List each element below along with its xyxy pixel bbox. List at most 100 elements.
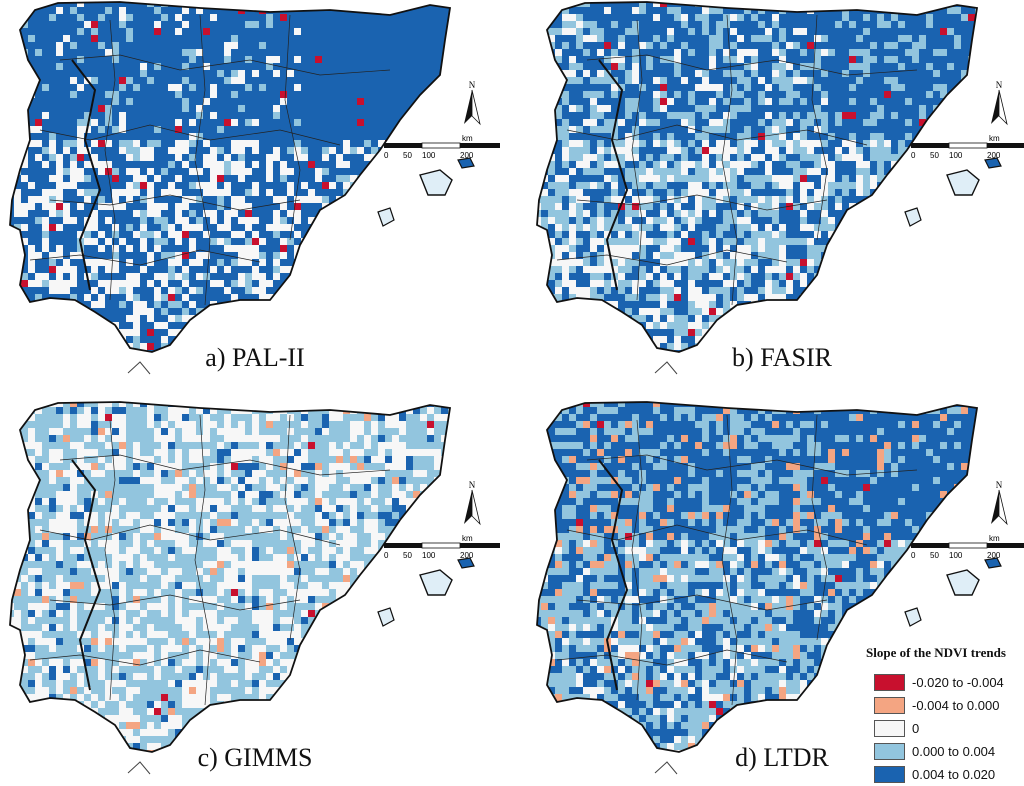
trend-cell <box>434 217 441 224</box>
trend-cell <box>378 28 385 35</box>
trend-cell <box>618 154 625 161</box>
trend-cell <box>884 161 891 168</box>
trend-cell <box>779 98 786 105</box>
trend-cell <box>35 161 42 168</box>
trend-cell <box>126 133 133 140</box>
trend-cell <box>336 14 343 21</box>
trend-cell <box>182 231 189 238</box>
trend-cell <box>590 63 597 70</box>
trend-cell <box>245 336 252 343</box>
trend-cell <box>870 196 877 203</box>
trend-cell <box>800 175 807 182</box>
trend-cell <box>259 140 266 147</box>
trend-cell <box>133 343 140 350</box>
trend-cell <box>905 70 912 77</box>
trend-cell <box>252 84 259 91</box>
trend-cell <box>940 182 947 189</box>
trend-cell <box>273 119 280 126</box>
trend-cell <box>737 105 744 112</box>
trend-cell <box>441 112 448 119</box>
trend-cell <box>968 84 975 91</box>
trend-cell <box>266 259 273 266</box>
trend-cell <box>681 273 688 280</box>
trend-cell <box>730 119 737 126</box>
trend-cell <box>371 315 378 322</box>
trend-cell <box>231 21 238 28</box>
trend-cell <box>765 63 772 70</box>
trend-cell <box>856 63 863 70</box>
trend-cell <box>119 21 126 28</box>
trend-cell <box>133 28 140 35</box>
trend-cell <box>217 294 224 301</box>
trend-cell <box>800 126 807 133</box>
trend-cell <box>259 147 266 154</box>
trend-cell <box>639 14 646 21</box>
trend-cell <box>329 35 336 42</box>
trend-cell <box>231 56 238 63</box>
trend-cell <box>315 203 322 210</box>
trend-cell <box>688 168 695 175</box>
trend-cell <box>639 133 646 140</box>
trend-cell <box>779 91 786 98</box>
trend-cell <box>315 133 322 140</box>
trend-cell <box>527 217 534 224</box>
trend-cell <box>154 63 161 70</box>
trend-cell <box>385 84 392 91</box>
trend-cell <box>231 329 238 336</box>
trend-cell <box>28 273 35 280</box>
trend-cell <box>828 49 835 56</box>
trend-cell <box>182 14 189 21</box>
trend-cell <box>793 21 800 28</box>
trend-cell <box>961 21 968 28</box>
trend-cell <box>154 217 161 224</box>
trend-cell <box>126 301 133 308</box>
trend-cell <box>919 14 926 21</box>
trend-cell <box>751 273 758 280</box>
trend-cell <box>217 63 224 70</box>
trend-cell <box>548 224 555 231</box>
trend-cell <box>350 329 357 336</box>
trend-cell <box>224 231 231 238</box>
trend-cell <box>245 42 252 49</box>
trend-cell <box>224 63 231 70</box>
trend-cell <box>385 245 392 252</box>
trend-cell <box>632 105 639 112</box>
trend-cell <box>28 49 35 56</box>
trend-cell <box>555 56 562 63</box>
trend-cell <box>870 203 877 210</box>
trend-cell <box>975 126 977 133</box>
trend-cell <box>0 56 7 63</box>
trend-cell <box>569 84 576 91</box>
trend-cell <box>618 238 625 245</box>
trend-cell <box>863 273 870 280</box>
trend-cell <box>84 280 91 287</box>
trend-cell <box>413 210 420 217</box>
trend-cell <box>786 56 793 63</box>
trend-cell <box>912 7 919 14</box>
trend-cell <box>618 49 625 56</box>
trend-cell <box>84 2 91 7</box>
trend-cell <box>702 119 709 126</box>
trend-cell <box>154 42 161 49</box>
trend-cell <box>954 231 961 238</box>
trend-cell <box>119 105 126 112</box>
trend-cell <box>639 161 646 168</box>
trend-cell <box>814 56 821 63</box>
trend-cell <box>350 294 357 301</box>
trend-cell <box>399 343 406 350</box>
trend-cell <box>238 49 245 56</box>
trend-cell <box>357 84 364 91</box>
trend-cell <box>842 259 849 266</box>
trend-cell <box>252 329 259 336</box>
trend-cell <box>266 147 273 154</box>
trend-cell <box>821 84 828 91</box>
scale-seg <box>421 142 461 149</box>
trend-cell <box>555 147 562 154</box>
trend-cell <box>10 154 14 161</box>
trend-cell <box>399 231 406 238</box>
trend-cell <box>0 350 7 357</box>
trend-cell <box>0 14 7 21</box>
trend-cell <box>77 119 84 126</box>
trend-cell <box>891 84 898 91</box>
